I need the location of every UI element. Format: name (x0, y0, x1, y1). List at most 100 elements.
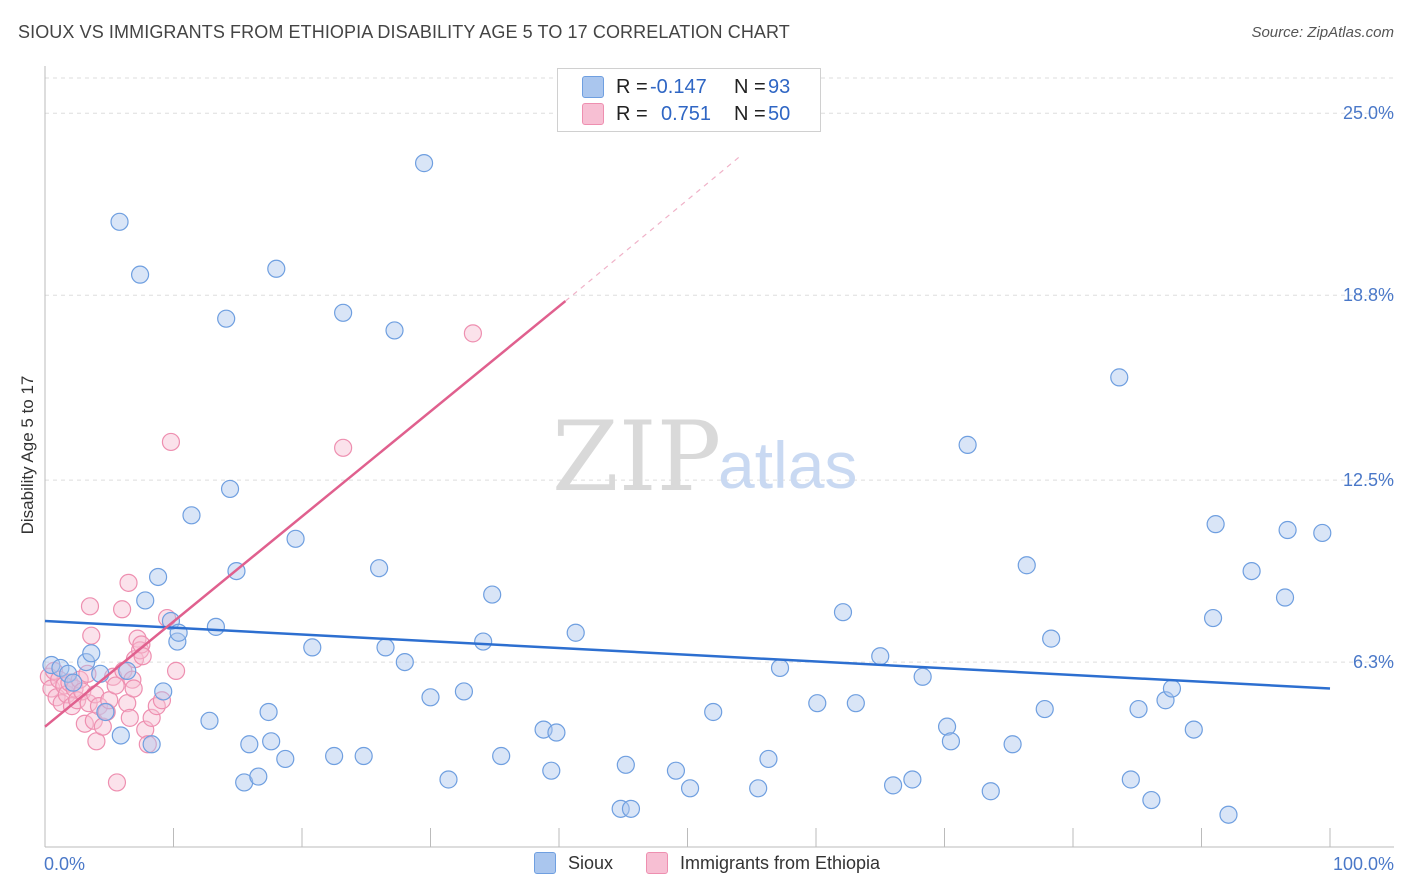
sioux-point (385, 321, 404, 340)
sioux-point (354, 746, 373, 766)
watermark: ZIP atlas (552, 401, 857, 513)
sioux-point (206, 617, 226, 636)
sioux-point (82, 644, 101, 663)
x-tick-label: 0.0% (44, 854, 85, 874)
sioux-point (846, 694, 865, 713)
trend-lines (44, 156, 1331, 728)
sioux-point (680, 779, 700, 798)
sioux-point (913, 667, 932, 686)
sioux-point (286, 529, 305, 548)
ethiopia-point (107, 773, 127, 792)
sioux-point (770, 658, 790, 678)
sioux-swatch (582, 76, 604, 98)
sioux-point (118, 661, 137, 680)
sioux-point (483, 585, 502, 604)
sioux-point (148, 567, 168, 587)
sioux-point (547, 723, 566, 742)
ethiopia-point (82, 626, 101, 645)
ethiopia-point (138, 735, 157, 754)
sioux-point (1035, 699, 1054, 719)
sioux-point (96, 702, 115, 722)
gridlines (45, 77, 1394, 663)
ethiopia-trend-line (44, 300, 567, 728)
correlation-legend: R = -0.147 N = 93 R = 0.751 N = 50 (557, 68, 821, 132)
sioux-point (1003, 735, 1022, 754)
sioux-point (182, 506, 201, 525)
ethiopia-point (93, 717, 112, 736)
sioux-point (941, 732, 961, 751)
r-value: -0.147 (650, 75, 707, 98)
ethiopia-point (119, 573, 138, 592)
n-label: N = (734, 75, 766, 98)
sioux-point (303, 638, 322, 657)
axes (44, 66, 1394, 848)
ethiopia-point (80, 597, 100, 616)
sioux-point (64, 673, 83, 692)
sioux-point (492, 746, 511, 766)
sioux-point (154, 682, 173, 701)
ethiopia-point (120, 708, 139, 727)
ethiopia-point (463, 324, 483, 343)
ethiopia-point (124, 679, 143, 698)
sioux-point (616, 755, 635, 774)
ethiopia-point (106, 676, 125, 695)
legend-label-ethiopia: Immigrants from Ethiopia (680, 852, 881, 873)
sioux-point (611, 799, 630, 818)
y-tick-label: 18.8% (1343, 285, 1394, 305)
sioux-point (1121, 770, 1140, 789)
ethiopia-point (166, 661, 186, 680)
sioux-swatch (534, 852, 556, 874)
ethiopia-points (39, 324, 483, 792)
watermark-zip: ZIP (552, 401, 721, 513)
watermark-atlas: atlas (718, 428, 857, 502)
sioux-point (136, 591, 155, 610)
sioux-point (200, 711, 219, 730)
sioux-trend-line (44, 619, 1331, 690)
sioux-point (1184, 720, 1203, 739)
sioux-point (1278, 520, 1297, 540)
sioux-point (370, 559, 389, 578)
sioux-point (439, 770, 458, 789)
sioux-point (621, 799, 641, 818)
n-value: 93 (768, 75, 791, 98)
sioux-point (937, 717, 957, 736)
sioux-point (111, 726, 130, 745)
source-credit: Source: ZipAtlas.com (1251, 24, 1394, 41)
tick-labels: 25.0% 18.8% 12.5% 6.3% 0.0% 100.0% (44, 103, 1394, 874)
y-tick-label: 25.0% (1343, 103, 1394, 123)
sioux-point (276, 749, 295, 769)
sioux-point (376, 638, 395, 657)
sioux-point (1129, 699, 1148, 719)
legend-item-ethiopia[interactable]: Immigrants from Ethiopia (646, 852, 880, 874)
sioux-point (808, 694, 827, 713)
sioux-point (1156, 691, 1175, 710)
sioux-point (833, 603, 853, 622)
sioux-point (59, 664, 78, 683)
sioux-point (903, 770, 922, 789)
ethiopia-point (334, 438, 353, 457)
sioux-point (1242, 561, 1261, 581)
sioux-point (566, 623, 585, 642)
sioux-point (759, 749, 778, 769)
sioux-point (240, 735, 259, 754)
sioux-point (142, 735, 161, 754)
x-tick-label: 100.0% (1333, 854, 1394, 874)
sioux-point (1275, 588, 1295, 607)
sioux-point (220, 479, 240, 499)
sioux-point (1017, 556, 1036, 575)
ethiopia-point (112, 600, 132, 619)
sioux-point (1313, 523, 1332, 543)
sioux-point (334, 303, 353, 322)
sioux-point (1142, 790, 1161, 810)
sioux-point (871, 647, 890, 666)
sioux-point (91, 664, 110, 683)
legend-item-sioux[interactable]: Sioux (534, 852, 613, 874)
series-legend: Sioux Immigrants from Ethiopia (0, 852, 1406, 876)
n-label: N = (734, 102, 766, 125)
ethiopia-swatch (646, 852, 668, 874)
sioux-point (1042, 629, 1061, 648)
legend-label-sioux: Sioux (568, 852, 614, 873)
sioux-point (1219, 805, 1238, 824)
sioux-point (267, 259, 286, 278)
